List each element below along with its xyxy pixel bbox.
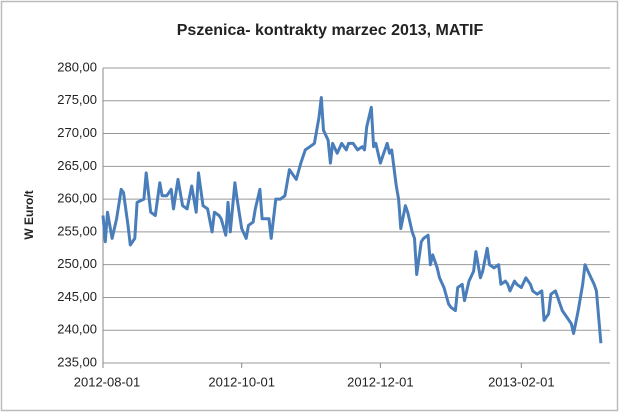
x-tick-label: 2012-10-01 [208, 374, 275, 389]
y-tick-label: 275,00 [57, 92, 97, 107]
y-tick-label: 250,00 [57, 256, 97, 271]
x-tick-label: 2012-08-01 [74, 374, 141, 389]
y-axis-label: W Euro/t [22, 190, 36, 239]
x-tick-label: 2012-12-01 [347, 374, 414, 389]
y-tick-label: 255,00 [57, 223, 97, 238]
y-tick-label: 270,00 [57, 125, 97, 140]
data-line [101, 96, 603, 344]
y-tick-label: 265,00 [57, 158, 97, 173]
y-tick-label: 240,00 [57, 322, 97, 337]
y-tick-label: 235,00 [57, 354, 97, 369]
chart-title: Pszenica- kontrakty marzec 2013, MATIF [177, 22, 484, 39]
y-tick-label: 280,00 [57, 59, 97, 74]
y-tick-label: 260,00 [57, 191, 97, 206]
x-tick-label: 2013-02-01 [488, 374, 555, 389]
y-tick-label: 245,00 [57, 289, 97, 304]
